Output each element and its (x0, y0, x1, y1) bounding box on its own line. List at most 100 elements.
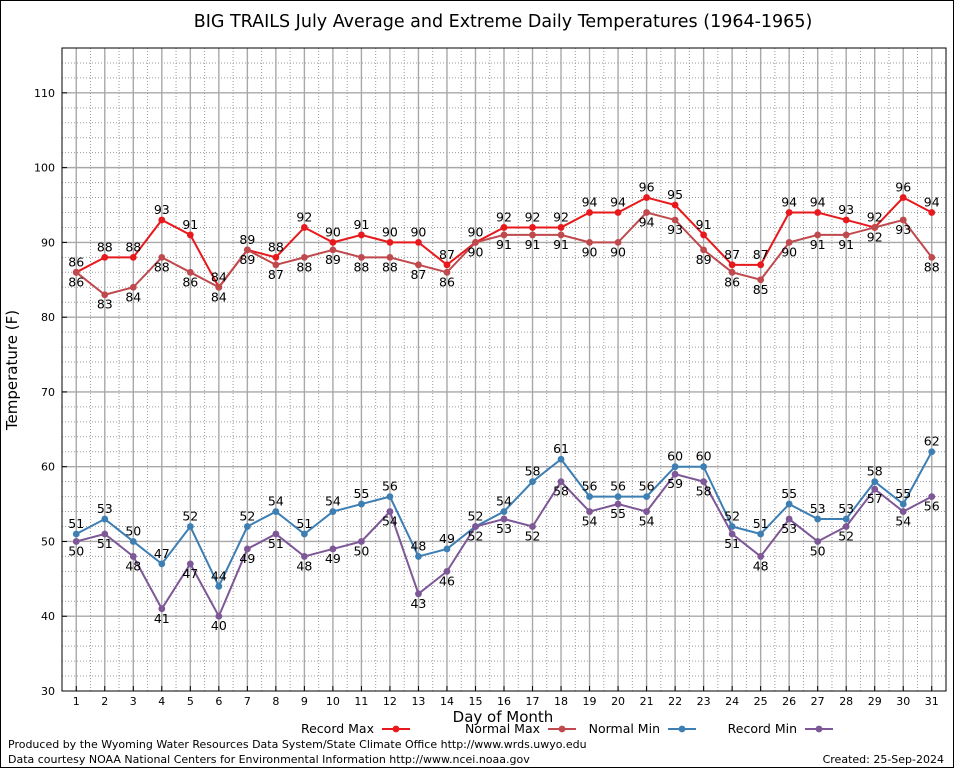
data-label: 84 (125, 289, 141, 304)
data-label: 61 (553, 441, 569, 456)
data-point (500, 508, 508, 515)
x-tick-label: 1 (73, 695, 80, 708)
data-label: 57 (867, 491, 883, 506)
footer-produced-by: Produced by the Wyoming Water Resources … (8, 738, 587, 751)
data-point (300, 530, 308, 538)
data-label: 87 (753, 247, 769, 262)
data-label: 56 (610, 479, 626, 494)
data-label: 93 (154, 202, 170, 217)
x-tick-label: 6 (215, 695, 222, 708)
data-label: 96 (895, 180, 911, 195)
data-label: 56 (924, 499, 940, 514)
data-label: 56 (382, 479, 398, 494)
data-point (386, 493, 394, 501)
data-label: 52 (468, 509, 484, 524)
legend-label: Record Min (728, 721, 797, 736)
legend-label: Record Max (301, 721, 374, 736)
data-point (928, 448, 936, 456)
data-label: 53 (838, 501, 854, 516)
data-point (415, 238, 422, 246)
x-tick-label: 28 (839, 695, 853, 708)
data-label: 92 (496, 209, 512, 224)
data-label: 89 (239, 252, 255, 267)
x-tick-label: 18 (554, 695, 568, 708)
x-tick-label: 4 (158, 695, 165, 708)
data-point (529, 478, 536, 486)
data-point (129, 538, 137, 545)
data-label: 92 (553, 209, 569, 224)
data-label: 55 (781, 486, 797, 501)
data-point (757, 530, 765, 538)
data-label: 91 (525, 237, 541, 252)
y-tick-label: 30 (41, 685, 55, 698)
data-point (300, 553, 308, 560)
y-tick-label: 110 (34, 87, 55, 100)
x-tick-label: 3 (130, 695, 137, 708)
data-label: 52 (239, 509, 255, 524)
x-tick-label: 24 (725, 695, 739, 708)
data-label: 51 (268, 536, 284, 551)
data-label: 48 (753, 558, 769, 573)
data-label: 52 (525, 529, 541, 544)
data-point (158, 216, 166, 224)
x-tick-label: 22 (668, 695, 682, 708)
footer-created: Created: 25-Sep-2024 (823, 753, 944, 766)
data-point (186, 268, 194, 276)
data-label: 86 (439, 274, 455, 289)
data-point (728, 261, 736, 269)
data-point (757, 261, 765, 269)
data-label: 90 (610, 244, 626, 259)
data-point (300, 253, 308, 261)
data-label: 54 (325, 494, 341, 509)
data-label: 89 (239, 232, 255, 247)
data-label: 90 (325, 224, 341, 239)
data-labels-layer: 86 88 88 93 91 84 89 88 92 90 91 90 90 87 90 92 92 92 94 94… (68, 180, 939, 634)
data-label: 91 (838, 237, 854, 252)
data-label: 91 (182, 217, 198, 232)
data-label: 96 (639, 180, 655, 195)
data-label: 47 (182, 566, 198, 581)
data-label: 88 (296, 259, 312, 274)
data-point (443, 545, 451, 553)
x-tick-label: 7 (244, 695, 251, 708)
data-label: 53 (496, 521, 512, 536)
data-label: 87 (439, 247, 455, 262)
data-label: 85 (753, 282, 769, 297)
x-tick-label: 16 (497, 695, 511, 708)
data-point (785, 209, 793, 216)
data-label: 40 (211, 618, 227, 633)
data-point (928, 493, 936, 501)
data-label: 55 (353, 486, 369, 501)
major-gridlines (62, 48, 946, 691)
data-point (186, 560, 194, 568)
data-label: 51 (724, 536, 740, 551)
legend-swatch-marker (558, 725, 566, 733)
data-label: 54 (382, 514, 398, 529)
data-point (728, 530, 736, 538)
data-label: 43 (410, 596, 426, 611)
data-point (358, 500, 365, 508)
data-point (101, 291, 109, 299)
y-tick-label: 80 (41, 311, 55, 324)
data-point (842, 231, 850, 239)
data-point (785, 515, 793, 523)
x-tick-label: 30 (896, 695, 910, 708)
data-label: 84 (211, 289, 227, 304)
data-point (871, 478, 879, 486)
data-label: 88 (382, 259, 398, 274)
data-label: 56 (639, 479, 655, 494)
data-point (215, 612, 223, 620)
data-point (415, 590, 422, 598)
x-tick-label: 5 (187, 695, 194, 708)
data-label: 94 (582, 194, 598, 209)
legend-label: Normal Max (465, 721, 540, 736)
data-label: 94 (810, 194, 826, 209)
data-point (728, 523, 736, 530)
data-label: 50 (125, 523, 141, 538)
data-point (614, 493, 622, 501)
y-tick-label: 60 (41, 461, 55, 474)
data-point (899, 500, 907, 508)
data-point (700, 463, 708, 471)
data-point (700, 478, 708, 486)
data-label: 59 (667, 476, 683, 491)
